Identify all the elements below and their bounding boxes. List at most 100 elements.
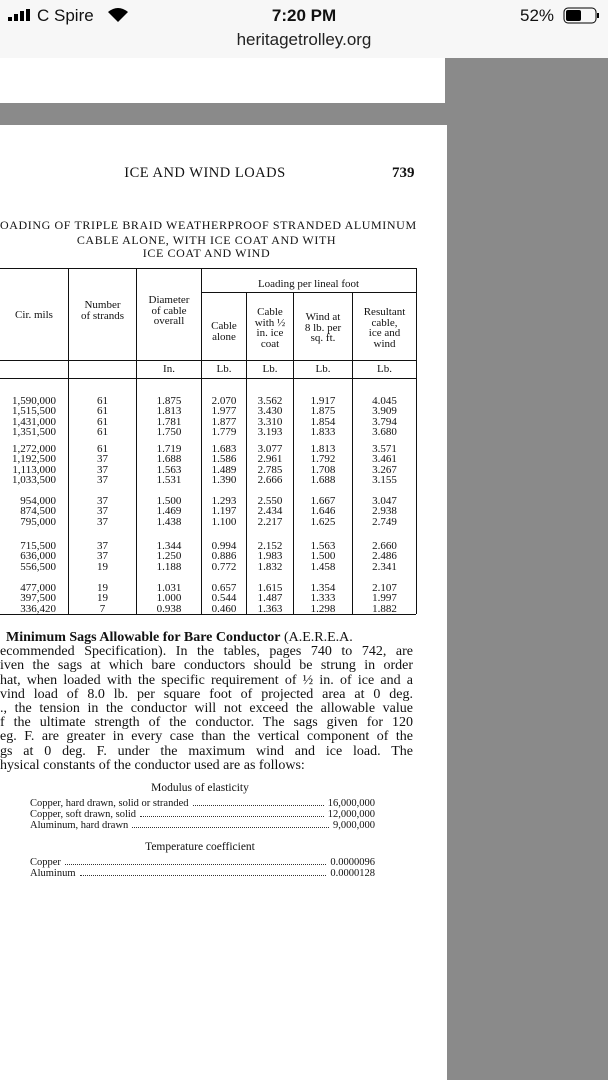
table-cell: 1.750 — [156, 425, 182, 438]
constant-name: Copper, hard drawn, solid or stranded — [30, 798, 189, 809]
table-cell: 0.938 — [156, 602, 182, 615]
table-cell: 1.877 — [211, 415, 237, 428]
paragraph-line: eg. F. are greater in every case than th… — [0, 729, 413, 745]
column-rule — [352, 292, 353, 614]
table-cell: 37 — [97, 550, 108, 563]
table-cell: 1.688 — [156, 453, 182, 466]
table-cell: 3.193 — [257, 425, 283, 438]
column-header: sq. ft. — [310, 332, 336, 344]
table-cell: 1.683 — [211, 443, 237, 455]
table-cell: 1.438 — [156, 515, 182, 528]
table-rule — [0, 378, 416, 379]
constant-name: Aluminum — [30, 868, 76, 879]
table-cell: 19 — [97, 592, 108, 605]
document-page: ICE AND WIND LOADS 739 OADING OF TRIPLE … — [0, 125, 447, 1080]
table-cell: 1.708 — [310, 463, 336, 476]
table-cell: 1.363 — [257, 602, 283, 615]
table-cell: 1.646 — [310, 505, 336, 518]
table-cell: 3.077 — [257, 443, 283, 455]
table-cell: 336,420 — [20, 602, 56, 615]
table-cell: 1.688 — [310, 473, 336, 486]
paragraph-line: ecommended Specification). In the tables… — [0, 644, 413, 660]
leader-dots — [132, 820, 329, 828]
column-header: overall — [153, 315, 185, 327]
unit-label: Lb. — [377, 363, 392, 375]
column-rule — [201, 268, 202, 614]
table-cell: 0.994 — [211, 540, 237, 552]
table-cell: 0.772 — [211, 560, 237, 573]
paragraph-heading: Minimum Sags Allowable for Bare Conducto… — [6, 630, 281, 645]
column-header: with ½ — [254, 316, 286, 329]
table-cell: 1.500 — [156, 495, 182, 507]
table-cell: 1.854 — [310, 415, 336, 428]
running-head: ICE AND WIND LOADS — [124, 165, 286, 181]
table-cell: 636,000 — [20, 550, 56, 563]
table-cell: 1,272,000 — [12, 443, 56, 455]
table-rule — [0, 268, 416, 269]
constant-value: 0.0000096 — [330, 857, 375, 868]
table-cell: 2.961 — [257, 453, 283, 466]
column-header: of cable — [151, 304, 187, 317]
table-cell: 1.615 — [257, 582, 283, 594]
table-cell: 874,500 — [20, 505, 56, 518]
leader-dots — [79, 868, 327, 876]
table-cell: 37 — [97, 515, 108, 528]
table-cell: 0.657 — [211, 582, 237, 594]
table-cell: 2.666 — [257, 473, 283, 486]
table-cell: 61 — [97, 405, 108, 418]
table-cell: 1.458 — [310, 560, 336, 573]
table-cell: 3.310 — [257, 415, 283, 428]
table-cell: 3.680 — [372, 425, 397, 438]
column-header: Cable — [257, 306, 283, 318]
leader-dots — [140, 809, 324, 817]
table-cell: 3.909 — [372, 405, 397, 418]
table-rule — [0, 360, 416, 361]
constants-title: Temperature coefficient — [145, 841, 255, 853]
url[interactable]: heritagetrolley.org — [236, 30, 372, 49]
table-cell: 1.188 — [156, 560, 182, 573]
column-header: 8 lb. per — [304, 321, 342, 334]
table-cell: 2.107 — [372, 582, 397, 594]
carrier: C Spire — [37, 6, 94, 25]
table-cell: 3.155 — [372, 473, 397, 486]
table-cell: 1.997 — [372, 592, 397, 605]
previous-page — [0, 58, 445, 103]
column-rule — [246, 292, 247, 614]
constant-value: 0.0000128 — [330, 868, 375, 879]
table-cell: 1.000 — [156, 592, 182, 605]
paragraph-line: hat, when loaded with the specific requi… — [0, 672, 413, 688]
column-header: ice and — [368, 327, 401, 339]
column-header: Number — [84, 299, 121, 311]
table-cell: 1.489 — [211, 463, 237, 476]
paragraph-line: f the ultimate strength of the conductor… — [0, 715, 413, 731]
column-rule — [416, 268, 417, 614]
column-header: coat — [260, 337, 280, 350]
column-rule — [293, 292, 294, 614]
table-cell: 477,000 — [20, 582, 56, 594]
table-cell: 1.977 — [211, 405, 237, 418]
constant-row: Copper, hard drawn, solid or stranded 16,… — [30, 798, 375, 809]
paragraph-text: (A.E.R.E.A. — [280, 630, 353, 645]
table-cell: 37 — [97, 473, 108, 486]
table-cell: 61 — [97, 443, 108, 455]
table-cell: 37 — [97, 540, 108, 552]
table-cell: 954,000 — [20, 495, 56, 507]
table-cell: 1.487 — [257, 592, 283, 605]
table-rule — [201, 292, 416, 293]
paragraph-line: Minimum Sags Allowable for Bare Conducto… — [6, 631, 413, 645]
wifi-icon — [108, 8, 128, 22]
unit-label: Lb. — [216, 363, 232, 375]
table-cell: 1.917 — [310, 395, 336, 407]
table-cell: 2.938 — [372, 505, 397, 518]
constant-value: 12,000,000 — [327, 809, 375, 820]
table-cell: 1,515,500 — [12, 405, 56, 418]
table-cell: 3.794 — [372, 415, 397, 428]
table-cell: 1.298 — [310, 602, 336, 615]
time: 7:20 PM — [271, 6, 337, 25]
table-cell: 1.667 — [310, 495, 336, 507]
table-cell: 1.875 — [310, 405, 336, 418]
table-cell: 1.792 — [310, 453, 336, 466]
table-cell: 1,113,000 — [12, 463, 56, 476]
table-cell: 2.486 — [372, 550, 397, 563]
paragraph-line: vind load of 8.0 lb. per square foot of … — [0, 686, 413, 702]
